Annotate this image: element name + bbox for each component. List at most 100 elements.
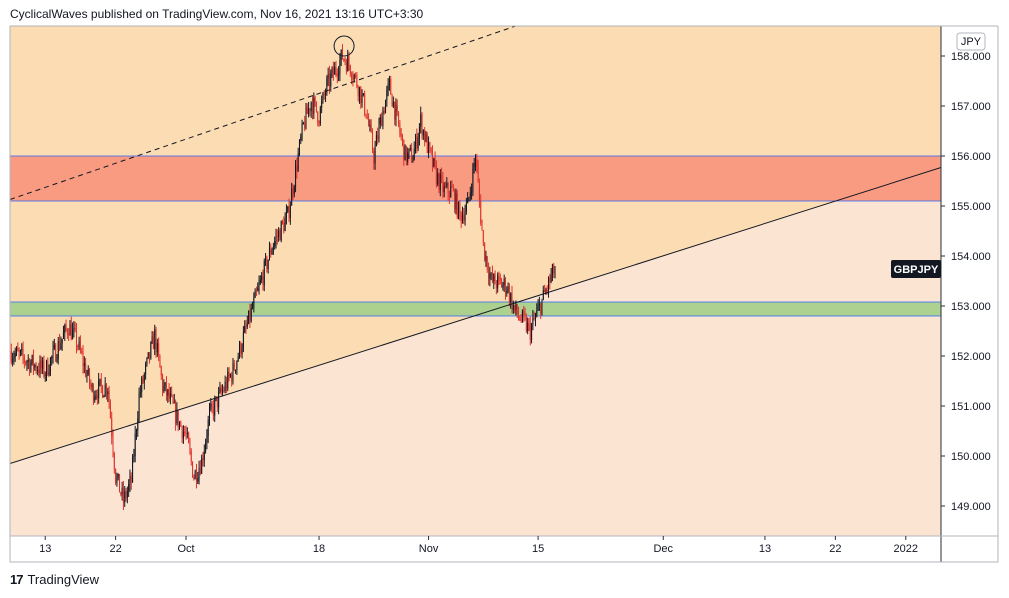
candle-body <box>279 230 281 241</box>
candle-body <box>90 383 92 387</box>
candle-body <box>193 477 195 480</box>
candle-body <box>48 372 50 375</box>
candle-body <box>413 148 415 161</box>
candle-body <box>137 418 139 431</box>
candle-body <box>373 150 375 164</box>
candle-body <box>125 491 127 498</box>
candle-body <box>108 391 110 403</box>
candle-body <box>458 202 460 218</box>
candle-body <box>533 317 535 320</box>
candle-body <box>100 378 102 386</box>
candle-body <box>83 363 85 366</box>
candle-body <box>17 348 19 352</box>
candle-body <box>438 173 440 190</box>
candle-body <box>495 284 497 289</box>
candle-body <box>544 289 546 293</box>
candle-body <box>285 211 287 219</box>
candle-body <box>518 314 520 318</box>
candle-body <box>79 341 81 351</box>
candle-body <box>312 102 314 114</box>
candle-body <box>43 360 45 376</box>
candle-body <box>415 135 417 149</box>
candle-body <box>64 325 66 334</box>
candle-body <box>175 401 177 424</box>
upper-background <box>10 26 941 464</box>
candle-body <box>266 257 268 270</box>
candle-body <box>181 426 183 439</box>
candle-body <box>284 218 286 232</box>
candle-body <box>434 158 436 165</box>
candle-body <box>536 310 538 316</box>
candle-body <box>259 279 261 284</box>
candle-body <box>388 78 390 84</box>
candle-body <box>199 468 201 474</box>
candle-body <box>551 264 553 275</box>
candle-body <box>447 182 449 194</box>
candle-body <box>504 278 506 294</box>
candle-body <box>274 240 276 247</box>
candle-body <box>369 124 371 126</box>
candle-body <box>323 93 325 96</box>
candle-body <box>165 382 167 396</box>
candle-body <box>374 146 376 164</box>
candle-body <box>272 246 274 250</box>
candle-body <box>249 310 251 321</box>
candle-body <box>132 456 134 483</box>
candle-body <box>94 396 96 401</box>
candle-body <box>86 374 88 377</box>
candle-body <box>510 293 512 303</box>
candle-body <box>471 191 473 193</box>
candle-body <box>472 166 474 192</box>
candle-body <box>128 484 130 492</box>
candle-body <box>297 153 299 171</box>
candle-body <box>422 130 424 136</box>
candle-body <box>61 338 63 344</box>
candle-body <box>158 343 160 356</box>
candle-body <box>484 242 486 261</box>
candle-body <box>396 105 398 112</box>
symbol-label-box[interactable] <box>891 260 941 278</box>
currency-badge[interactable] <box>956 32 986 51</box>
candle-body <box>481 223 483 231</box>
candle-body <box>23 356 25 362</box>
candle-body <box>119 473 121 493</box>
top-circle[interactable] <box>333 35 355 57</box>
candle-body <box>102 385 104 398</box>
candle-body <box>78 341 80 348</box>
candle-body <box>13 356 15 359</box>
candle-body <box>416 135 418 149</box>
candle-body <box>335 66 337 73</box>
candle-body <box>177 409 179 428</box>
candle-body <box>469 192 471 198</box>
candle-body <box>426 133 428 153</box>
candle-body <box>370 124 372 132</box>
candle-body <box>69 324 71 336</box>
y-tick-label: 151.000 <box>951 401 991 413</box>
candle-body <box>185 433 187 435</box>
candle-body <box>431 151 433 167</box>
candle-body <box>336 72 338 76</box>
rising-support-line[interactable] <box>10 167 941 464</box>
candle-body <box>145 364 147 375</box>
candle-body <box>524 314 526 318</box>
candle-body <box>209 409 210 420</box>
candle-body <box>478 181 480 201</box>
candle-body <box>319 107 321 124</box>
candle-body <box>437 173 439 185</box>
candle-body <box>338 73 340 76</box>
candle-body <box>142 378 144 383</box>
candle-body <box>135 430 137 434</box>
candle-body <box>532 317 534 326</box>
candle-body <box>395 105 397 120</box>
candle-body <box>385 100 387 114</box>
candle-body <box>280 221 282 241</box>
upper-channel-line[interactable] <box>10 21 530 200</box>
candle-body <box>381 117 383 127</box>
candle-body <box>305 107 307 129</box>
candle-body <box>263 260 265 286</box>
candle-body <box>507 286 509 291</box>
candle-body <box>340 49 342 60</box>
candle-body <box>404 145 406 161</box>
candle-body <box>146 358 148 365</box>
